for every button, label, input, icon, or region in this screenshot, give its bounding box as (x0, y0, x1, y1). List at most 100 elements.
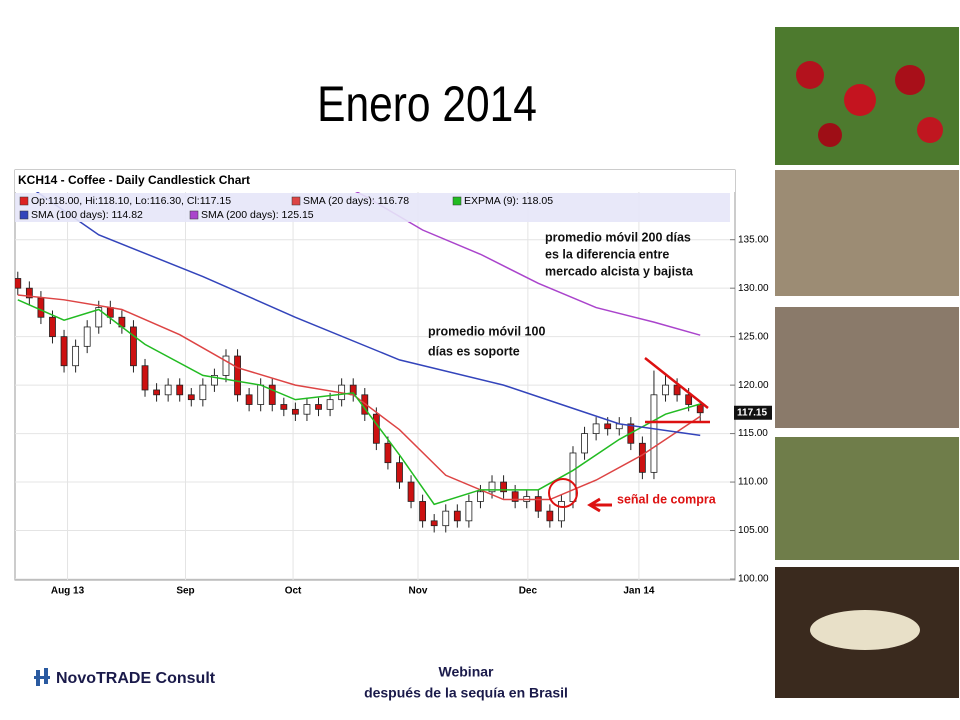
candle-body (280, 404, 288, 410)
candle-body (592, 423, 600, 434)
annotation: días es soporte (428, 344, 520, 358)
candle-body (662, 384, 669, 396)
candle-body (83, 326, 91, 347)
chart-frame (14, 169, 736, 581)
candle-body (25, 287, 33, 299)
candle-body (315, 404, 322, 410)
moving-average (17, 299, 701, 506)
legend-label: EXPMA (9): 118.05 (464, 195, 553, 207)
buy-circle (548, 478, 578, 508)
x-tick-label: Oct (285, 586, 302, 597)
candle-body (176, 384, 184, 396)
photos (775, 27, 959, 698)
annotation: promedio móvil 200 días (545, 230, 691, 244)
candle-body (465, 501, 473, 522)
annotation: señal de compra (617, 492, 717, 506)
candle-body (372, 413, 380, 444)
x-tick-label: Nov (409, 586, 428, 597)
candle-body (222, 355, 230, 376)
candle-body (650, 394, 658, 473)
chart-header (15, 170, 735, 192)
candle-body (477, 491, 484, 502)
photo (775, 170, 959, 296)
candle-body (95, 307, 103, 328)
last-price-box (734, 405, 772, 420)
legend-label: SMA (20 days): 116.78 (303, 195, 409, 207)
last-price-label: 117.15 (737, 407, 767, 418)
candle-body (211, 375, 218, 386)
photo (775, 307, 959, 428)
candle-body (384, 442, 392, 464)
candle-body (268, 384, 276, 405)
candle-body (37, 297, 45, 318)
annotation: es la diferencia entre (545, 247, 669, 261)
legend-swatch (19, 210, 29, 220)
candle-body (291, 408, 299, 415)
legend-box (15, 193, 730, 222)
photo-detail (796, 61, 824, 89)
x-tick-label: Dec (519, 586, 538, 597)
candle-body (407, 481, 415, 502)
candle-body (453, 510, 461, 522)
chart-title: KCH14 - Coffee - Daily Candlestick Chart (18, 173, 250, 187)
x-tick-label: Aug 13 (51, 586, 85, 597)
candle-body (685, 394, 693, 405)
candle-body (419, 501, 427, 522)
annotation: promedio móvil 100 (428, 324, 545, 338)
candle-body (673, 384, 681, 396)
x-tick-label: Sep (176, 586, 194, 597)
candle-body (534, 496, 542, 512)
photo-detail (810, 610, 920, 650)
candle-body (442, 510, 450, 527)
candle-body (511, 491, 519, 502)
candle-body (638, 442, 646, 473)
candle-body (396, 462, 403, 483)
photo-detail (844, 84, 876, 116)
footer-line: Webinar (439, 664, 495, 680)
legend-label: SMA (200 days): 125.15 (201, 209, 314, 221)
candle-body (500, 481, 507, 493)
candle-body (604, 423, 612, 430)
slide-title: Enero 2014 (317, 76, 537, 132)
y-tick-label: 115.00 (738, 428, 768, 439)
overlay: Op:118.00, Hi:118.10, Lo:116.30, Cl:117.… (19, 195, 717, 513)
photo-detail (895, 65, 925, 95)
candle-body (546, 510, 554, 522)
legend-swatch (19, 196, 29, 206)
triangle-lines (644, 357, 710, 424)
x-tick-label: Jan 14 (623, 586, 655, 597)
candle-body (245, 394, 253, 405)
candle-body (130, 326, 137, 367)
candle-body (153, 389, 160, 396)
legend-swatch (189, 210, 199, 220)
candle-body (581, 433, 588, 454)
footer-logo: NovoTRADE Consult (56, 670, 216, 687)
logo-icon (34, 668, 50, 686)
photo-detail (917, 117, 943, 143)
candle-body (257, 384, 265, 405)
candle-body (558, 501, 565, 522)
candle-body (199, 384, 207, 401)
candle-body (326, 399, 334, 410)
footer-line: después de la sequía en Brasil (364, 685, 568, 701)
candle-body (164, 384, 172, 396)
y-tick-label: 125.00 (738, 331, 769, 342)
candle-body (141, 365, 149, 391)
legend-label: Op:118.00, Hi:118.10, Lo:116.30, Cl:117.… (31, 195, 231, 207)
candle-body (696, 404, 704, 414)
y-tick-label: 105.00 (738, 525, 769, 536)
legend-label: SMA (100 days): 114.82 (31, 209, 143, 221)
legend-swatch (291, 196, 301, 206)
candle-body (234, 355, 241, 396)
moving-average (17, 294, 701, 501)
candle-body (488, 481, 496, 493)
annotation: mercado alcista y bajista (545, 264, 694, 278)
y-tick-label: 100.00 (738, 574, 769, 585)
candle-body (430, 520, 438, 527)
buy-arrow (587, 497, 612, 513)
legend-swatch (452, 196, 462, 206)
y-tick-label: 110.00 (738, 477, 768, 488)
photo-detail (818, 123, 842, 147)
